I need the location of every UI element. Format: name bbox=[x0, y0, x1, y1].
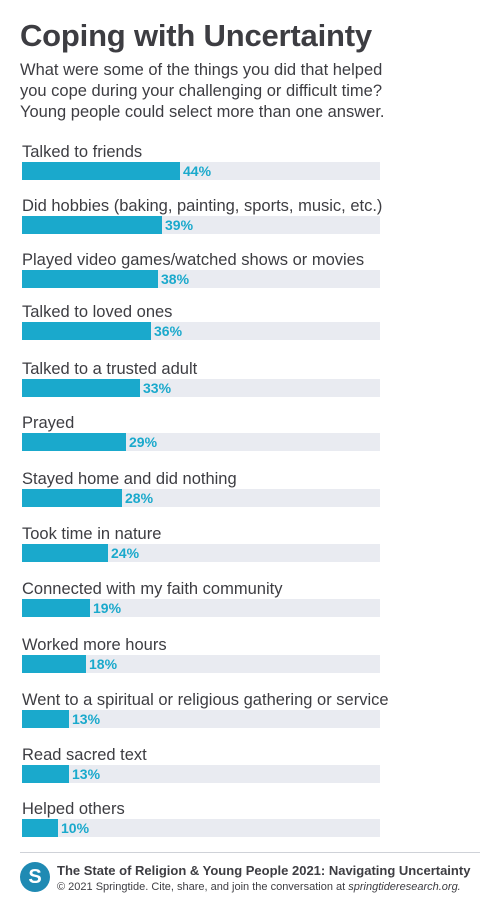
subtitle-line: you cope during your challenging or diff… bbox=[20, 82, 382, 100]
bar-track: 39% bbox=[22, 216, 380, 234]
footer-credit-text: © 2021 Springtide. Cite, share, and join… bbox=[57, 881, 349, 893]
bar bbox=[22, 489, 122, 507]
footer-credit: © 2021 Springtide. Cite, share, and join… bbox=[57, 881, 461, 893]
bar bbox=[22, 379, 140, 397]
bar-value-label: 29% bbox=[129, 434, 158, 450]
bar-category-label: Worked more hours bbox=[22, 636, 167, 654]
bar-category-label: Played video games/watched shows or movi… bbox=[22, 251, 365, 269]
bar-value-label: 24% bbox=[111, 545, 140, 561]
bar-track: 24% bbox=[22, 544, 380, 562]
bar-category-label: Connected with my faith community bbox=[22, 580, 283, 598]
bar-track: 38% bbox=[22, 270, 380, 288]
chart-title: Coping with Uncertainty bbox=[20, 18, 372, 53]
bar-category-label: Took time in nature bbox=[22, 525, 162, 543]
bar-category-label: Did hobbies (baking, painting, sports, m… bbox=[22, 197, 383, 215]
bar-category-label: Prayed bbox=[22, 414, 75, 432]
bar bbox=[22, 216, 162, 234]
bar-value-label: 33% bbox=[143, 380, 172, 396]
bar-category-label: Read sacred text bbox=[22, 746, 147, 764]
bar bbox=[22, 433, 126, 451]
bar-track: 44% bbox=[22, 162, 380, 180]
bar-value-label: 13% bbox=[72, 766, 101, 782]
bar-track: 29% bbox=[22, 433, 380, 451]
bar-category-label: Stayed home and did nothing bbox=[22, 470, 237, 488]
bar bbox=[22, 765, 69, 783]
bar-category-label: Went to a spiritual or religious gatheri… bbox=[22, 691, 389, 709]
springtide-logo-icon: S bbox=[20, 862, 50, 892]
bar bbox=[22, 162, 180, 180]
bar-category-label: Talked to loved ones bbox=[22, 303, 173, 321]
bar-value-label: 28% bbox=[125, 490, 154, 506]
bar-value-label: 18% bbox=[89, 656, 118, 672]
bar-track: 19% bbox=[22, 599, 380, 617]
bar bbox=[22, 544, 108, 562]
bar-track: 13% bbox=[22, 710, 380, 728]
bar-track: 36% bbox=[22, 322, 380, 340]
bar-value-label: 13% bbox=[72, 711, 101, 727]
bar-track: 18% bbox=[22, 655, 380, 673]
subtitle-line: What were some of the things you did tha… bbox=[20, 61, 383, 79]
bar bbox=[22, 655, 86, 673]
bar-track: 13% bbox=[22, 765, 380, 783]
bar-value-label: 36% bbox=[154, 323, 183, 339]
bar-category-label: Talked to friends bbox=[22, 143, 143, 161]
bar-value-label: 38% bbox=[161, 271, 190, 287]
footer-site-link[interactable]: springtideresearch.org. bbox=[348, 881, 461, 893]
bar-value-label: 44% bbox=[183, 163, 212, 179]
bar-category-label: Helped others bbox=[22, 800, 125, 818]
bar-value-label: 19% bbox=[93, 600, 122, 616]
bar-category-label: Talked to a trusted adult bbox=[22, 360, 198, 378]
footer-divider bbox=[20, 852, 480, 853]
bar-value-label: 10% bbox=[61, 820, 90, 836]
bar-value-label: 39% bbox=[165, 217, 194, 233]
bar bbox=[22, 322, 151, 340]
chart-subtitle: What were some of the things you did tha… bbox=[20, 60, 480, 123]
bar bbox=[22, 819, 58, 837]
subtitle-line: Young people could select more than one … bbox=[20, 103, 385, 121]
bar bbox=[22, 599, 90, 617]
bar-track: 33% bbox=[22, 379, 380, 397]
bar-track: 10% bbox=[22, 819, 380, 837]
bar bbox=[22, 710, 69, 728]
bar-track: 28% bbox=[22, 489, 380, 507]
footer-title: The State of Religion & Young People 202… bbox=[57, 863, 471, 878]
bar bbox=[22, 270, 158, 288]
